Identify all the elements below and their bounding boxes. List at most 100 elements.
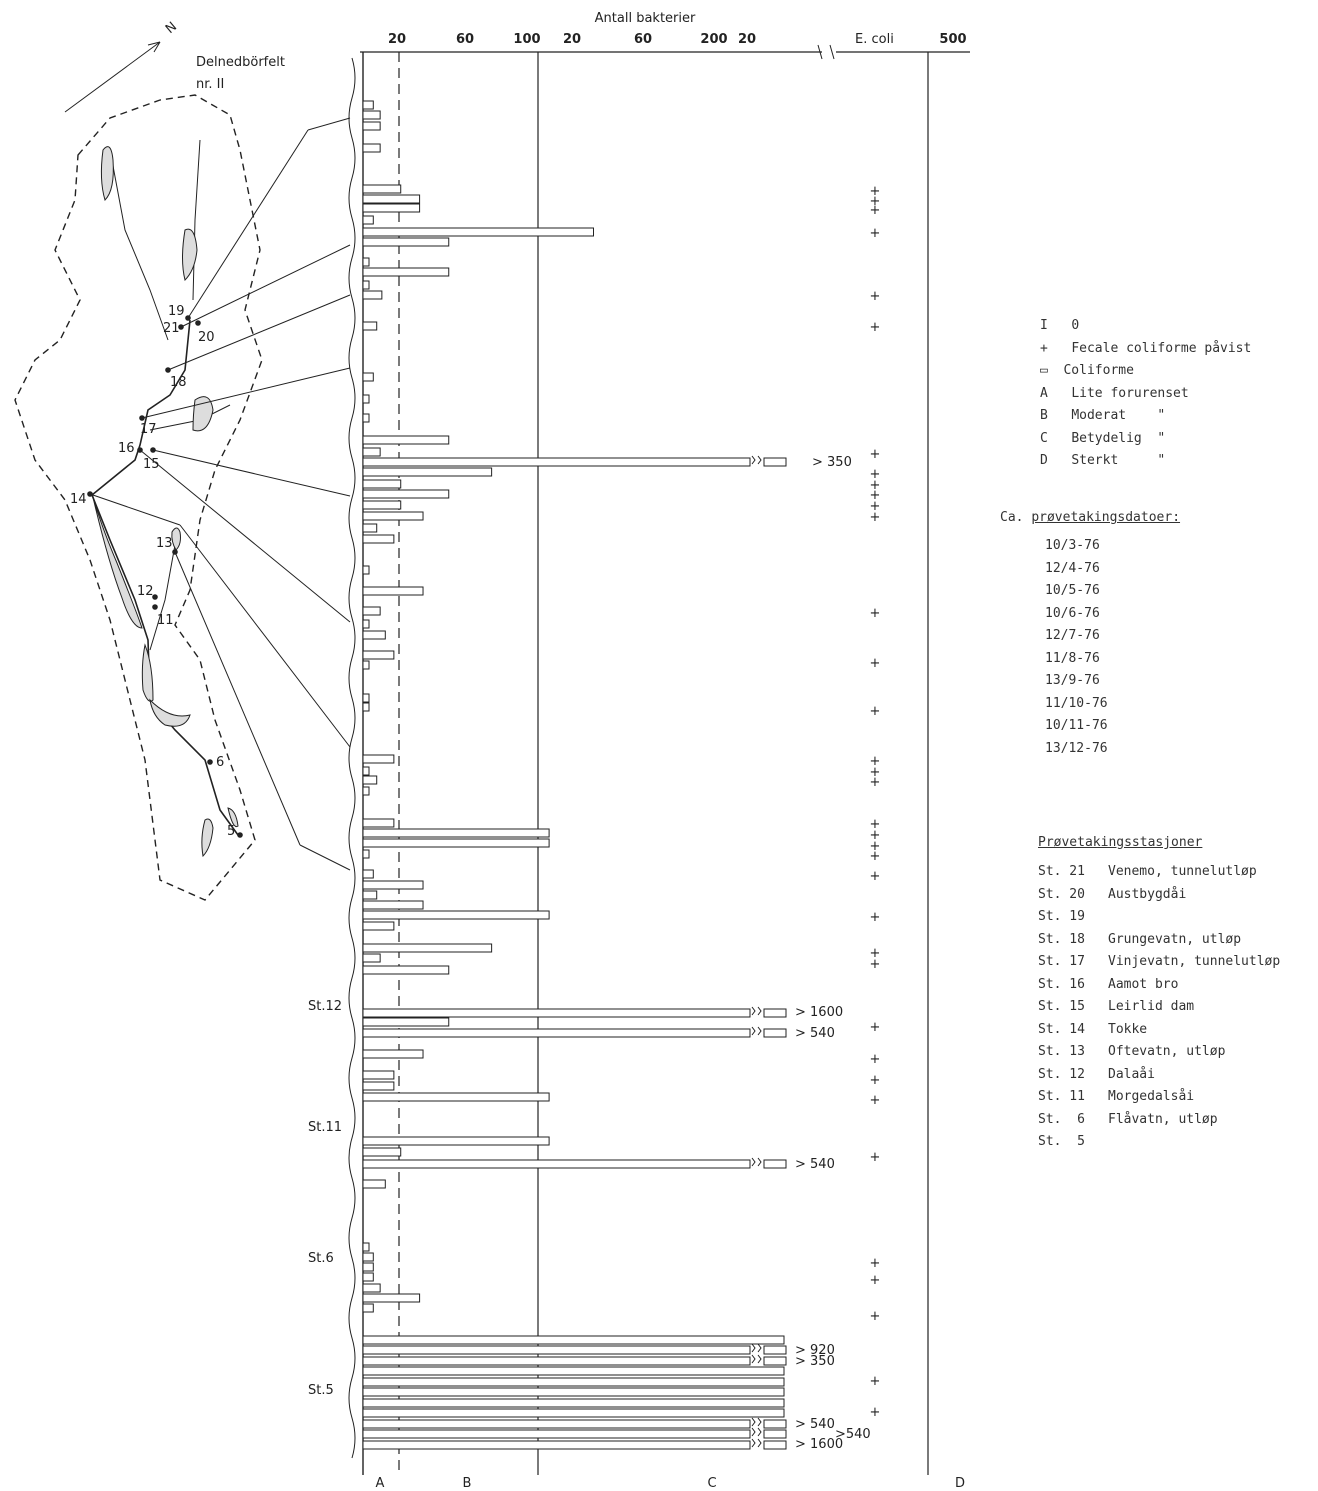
coliform-bar: [362, 1366, 785, 1376]
fecal-mark: +: [870, 499, 881, 514]
coliform-bar: [362, 372, 374, 382]
coliform-bar: [362, 321, 378, 331]
coliform-bar: [362, 880, 424, 890]
legend: I 0 + Fecale coliforme påvist ▭ Coliform…: [1040, 318, 1251, 476]
lake: [100, 146, 114, 201]
coliform-bar: [362, 921, 395, 931]
catchment-map: 19 21 20 18 17 16 15 14 13 12 11 6 5 N D…: [14, 19, 351, 901]
coliform-bar: [362, 1408, 785, 1418]
legend-symbol: I: [1040, 318, 1048, 333]
map-label-15: 15: [143, 457, 160, 472]
station-points: [87, 315, 243, 838]
fecal-mark: +: [870, 910, 881, 925]
station-label: St.6: [308, 1251, 334, 1266]
overflow-arrow-bar: [763, 1419, 787, 1429]
tick-label: 200: [700, 32, 727, 47]
coliform-bar: [362, 786, 370, 796]
fecal-mark: +: [870, 606, 881, 621]
dates-list: 10/3-76 12/4-76 10/5-76 10/6-76 12/7-76 11/8-…: [1045, 538, 1108, 763]
tick-label: 60: [456, 32, 474, 47]
coliform-bar: [362, 1179, 386, 1189]
date-item: 11/10-76: [1045, 695, 1108, 711]
coliform-bar: [362, 965, 450, 975]
station-list-item: St. 19: [1038, 909, 1085, 924]
coliform-bar: [362, 479, 402, 489]
fecal-mark: +: [870, 226, 881, 241]
coliform-bar: [362, 1017, 450, 1027]
coliform-bar: [362, 838, 550, 848]
coliform-bar: [362, 754, 395, 764]
north-arrow: [64, 41, 161, 113]
coliform-bar: [362, 110, 381, 120]
fecal-mark: +: [870, 478, 881, 493]
station-list-item: St. 21 Venemo, tunnelutløp: [1038, 864, 1257, 879]
fecal-mark: +: [870, 1273, 881, 1288]
map-label-14: 14: [70, 492, 87, 507]
map-title-line2: nr. II: [196, 77, 224, 92]
coliform-bar: [362, 943, 493, 953]
bar-icon: ▭: [1040, 363, 1048, 378]
lake: [227, 807, 239, 828]
tick-label: 20: [738, 32, 756, 47]
date-item: 10/5-76: [1045, 583, 1100, 598]
coliform-bar: [362, 1159, 751, 1169]
fecal-mark: +: [870, 754, 881, 769]
series-label: E. coli: [855, 32, 894, 47]
overflow-label: > 1600: [795, 1005, 843, 1020]
lake: [171, 527, 181, 551]
tick-label: 20: [563, 32, 581, 47]
zone-label: A: [376, 1476, 385, 1491]
coliform-bar: [362, 606, 381, 616]
fecal-mark: +: [870, 828, 881, 843]
main-river: [91, 319, 239, 836]
fecal-mark: +: [870, 194, 881, 209]
coliform-bar: [362, 523, 378, 533]
coliform-bar: [362, 1136, 550, 1146]
coliform-bar: [362, 435, 450, 445]
tick-label: 60: [634, 32, 652, 47]
coliform-bar: [362, 1293, 421, 1303]
fecal-mark: +: [870, 320, 881, 335]
fecal-mark: +: [870, 1150, 881, 1165]
fecal-mark: +: [870, 1052, 881, 1067]
coliform-bar: [362, 775, 378, 785]
axis-break-mark: [817, 44, 835, 60]
overflow-label: >540: [835, 1427, 871, 1442]
lake: [141, 643, 154, 702]
coliform-bar: [362, 1272, 374, 1282]
station-list-item: St. 6 Flåvatn, utløp: [1038, 1111, 1218, 1127]
fecal-mark: +: [870, 1093, 881, 1108]
overflow-label: > 540: [795, 1157, 835, 1172]
date-item: 11/8-76: [1045, 650, 1100, 666]
coliform-bar: [362, 1147, 402, 1157]
fecal-mark: +: [870, 775, 881, 790]
station-label: St.5: [308, 1383, 334, 1398]
fecal-mark: +: [870, 184, 881, 199]
fecal-mark: +: [870, 1374, 881, 1389]
fecal-mark: +: [870, 765, 881, 780]
coliform-bar: [362, 619, 370, 629]
station-list-item: St. 14 Tokke: [1038, 1021, 1148, 1037]
coliform-bar: [362, 766, 370, 776]
bar-break-mark: [751, 1438, 762, 1448]
coliform-bar: [362, 1262, 374, 1272]
coliform-bar: [362, 1092, 550, 1102]
bar-break-mark: [751, 1026, 762, 1036]
map-label-5: 5: [227, 824, 235, 839]
coliform-bar: [362, 511, 424, 521]
fecal-mark: +: [870, 447, 881, 462]
map-title-line1: Delnedbörfelt: [196, 55, 285, 70]
overflow-arrow-bar: [763, 1440, 787, 1450]
map-label-19: 19: [168, 304, 185, 319]
lake: [201, 818, 214, 858]
fecal-mark: +: [870, 467, 881, 482]
tributary: [149, 404, 231, 431]
tick-label: 100: [513, 32, 540, 47]
coliform-bar: [362, 1303, 374, 1313]
coliform-bar: [362, 1335, 785, 1345]
connector-lines: [89, 117, 351, 871]
overflow-label: > 350: [795, 1354, 835, 1369]
station-list-item: St. 16 Aamot bro: [1038, 976, 1179, 992]
coliform-bar: [362, 828, 550, 838]
